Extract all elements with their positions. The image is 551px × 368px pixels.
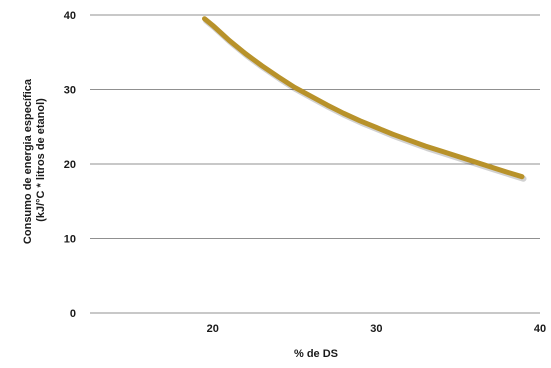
x-tick-label: 20: [207, 323, 219, 335]
y-axis-label-line-1: Consumo de energia específica: [22, 78, 34, 244]
x-tick-label: 40: [534, 323, 546, 335]
series-group: [202, 16, 527, 182]
y-axis-label-line-2: (kJ/°C * litros de etanol): [35, 98, 47, 222]
x-tick-labels: 20 30 40: [207, 323, 547, 335]
series-line: [202, 16, 525, 180]
y-tick-labels: 0 10 20 30 40: [64, 10, 76, 320]
gridlines: [90, 14, 540, 314]
y-tick-label: 40: [64, 10, 76, 22]
y-axis-label: Consumo de energia específica (kJ/°C * l…: [22, 76, 47, 244]
y-tick-label: 0: [70, 308, 76, 320]
series-line-shadow: [203, 17, 527, 182]
y-tick-label: 10: [64, 234, 76, 246]
y-tick-label: 20: [64, 159, 76, 171]
x-tick-label: 30: [370, 323, 382, 335]
y-tick-label: 30: [64, 85, 76, 97]
x-axis-label: % de DS: [294, 348, 338, 360]
